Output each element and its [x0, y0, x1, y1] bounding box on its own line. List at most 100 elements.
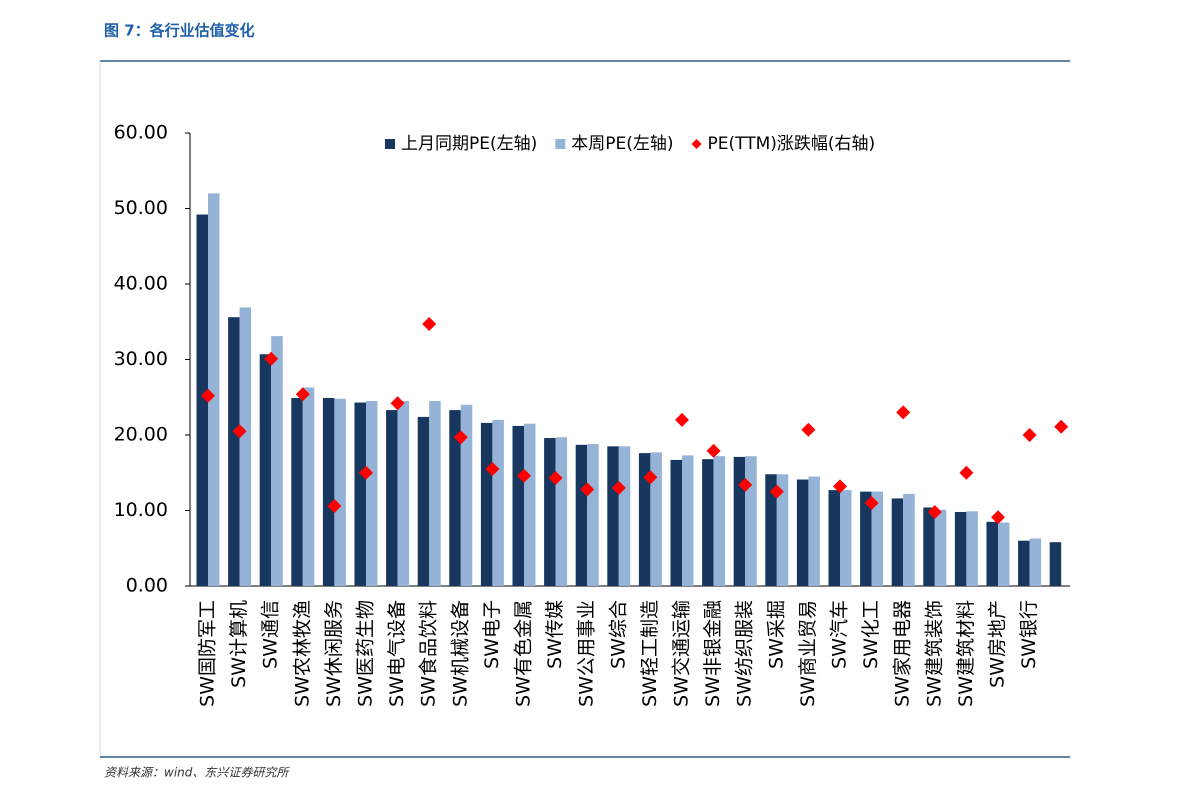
- x-tick-label: SW银行: [1018, 600, 1040, 669]
- bar: [670, 459, 682, 586]
- diamond-marker: [485, 461, 500, 476]
- bar: [449, 410, 461, 586]
- diamond-marker: [264, 351, 279, 366]
- bar: [733, 456, 746, 586]
- bar: [860, 491, 872, 586]
- plot: SW国防军工 SW计算机 SW通信 SW农林牧渔 SW休闲服务 SW医药生物 SW电气设备 S…: [190, 193, 1070, 707]
- bar: [271, 336, 283, 586]
- bar: [682, 455, 694, 586]
- diamond-marker: [801, 422, 816, 437]
- x-tick-label: SW计算机: [228, 600, 250, 688]
- bar: [954, 512, 967, 586]
- x-tick-label: SW交通运输: [671, 600, 693, 707]
- bar: [998, 522, 1010, 586]
- x-tick-label: SW采掘: [765, 600, 787, 669]
- bar: [776, 474, 789, 586]
- bar: [386, 410, 398, 586]
- bar: [828, 490, 840, 586]
- x-tick-label: SW汽车: [829, 600, 851, 669]
- diamond-marker: [769, 484, 784, 499]
- x-tick-label: SW食品饮料: [418, 600, 440, 707]
- x-tick-label: SW通信: [260, 600, 282, 669]
- bar: [302, 387, 315, 586]
- x-tick-label: SW非银金融: [702, 600, 724, 707]
- diamond-marker: [864, 495, 879, 510]
- diamond-marker: [643, 470, 658, 485]
- bar: [745, 456, 757, 586]
- x-tick-label: SW农林牧渔: [291, 600, 313, 707]
- bar: [871, 491, 884, 586]
- y-tick-label: 10.00: [114, 499, 168, 521]
- y-tick-label: 30.00: [114, 348, 168, 370]
- x-tick-label: SW建筑装饰: [923, 600, 945, 707]
- y-tick-label: 60.00: [114, 122, 168, 144]
- bar: [702, 459, 714, 586]
- diamond-marker: [896, 405, 911, 420]
- bar: [417, 416, 430, 586]
- bar: [796, 479, 809, 586]
- y-tick-label: 20.00: [114, 424, 168, 446]
- bar: [480, 422, 493, 586]
- bar: [208, 193, 220, 586]
- diamond-marker: [706, 443, 721, 458]
- bar: [840, 490, 852, 586]
- bar: [650, 452, 662, 586]
- x-tick-label: SW轻工制造: [639, 600, 661, 707]
- bar: [492, 419, 504, 586]
- diamond-marker: [580, 482, 595, 497]
- x-tick-label: SW商业贸易: [797, 600, 819, 707]
- x-tick-label: SW国防军工: [197, 600, 219, 707]
- x-tick-label: SW有色金属: [513, 600, 535, 707]
- bar: [587, 444, 599, 586]
- legend-label: 本周PE(左轴): [571, 134, 673, 154]
- diamond-marker: [675, 412, 689, 427]
- diamond-marker: [738, 477, 753, 492]
- legend-label: PE(TTM)涨跌幅(右轴): [708, 134, 876, 154]
- diamond-marker: [422, 317, 437, 332]
- x-tick-label: SW电子: [481, 600, 503, 669]
- bar: [934, 509, 947, 586]
- legend-swatch: [691, 139, 702, 149]
- bar: [891, 498, 904, 586]
- legend-label: 上月同期PE(左轴): [401, 134, 537, 154]
- x-tick-label: SW公用事业: [576, 600, 598, 707]
- bar: [765, 474, 777, 586]
- x-tick-label: SW休闲服务: [323, 600, 345, 707]
- x-tick-label: SW建筑材料: [955, 600, 977, 707]
- bar: [1029, 538, 1042, 586]
- diamond-marker: [959, 465, 974, 480]
- x-tick-label: SW综合: [607, 600, 629, 669]
- bar: [575, 444, 588, 586]
- figure-title: 图 7：各行业估值变化: [104, 22, 255, 40]
- y-tick-label: 50.00: [114, 197, 168, 219]
- x-tick-label: SW化工: [860, 600, 882, 669]
- x-tick-label: SW传媒: [544, 600, 566, 669]
- diamond-marker: [991, 510, 1005, 525]
- bar: [966, 511, 978, 586]
- diamond-marker: [453, 430, 468, 445]
- diamond-marker: [548, 471, 563, 486]
- bar: [1049, 542, 1062, 586]
- x-tick-label: SW医药生物: [355, 600, 377, 707]
- x-tick-label: SW房地产: [987, 600, 1009, 688]
- diamond-marker: [1022, 428, 1037, 442]
- diamond-marker: [1054, 419, 1069, 434]
- diamond-marker: [833, 479, 847, 494]
- source-note: 资料来源：wind、东兴证券研究所: [104, 766, 290, 780]
- diamond-marker: [295, 387, 310, 402]
- legend-swatch: [385, 139, 395, 149]
- bar: [291, 398, 303, 586]
- diamond-marker: [517, 468, 531, 483]
- diamond-marker: [359, 465, 373, 480]
- bar: [228, 317, 240, 586]
- bar: [460, 404, 473, 586]
- bar: [1018, 540, 1030, 586]
- bar: [196, 214, 208, 587]
- bar: [903, 493, 915, 586]
- bar: [429, 401, 441, 586]
- bar: [334, 398, 346, 586]
- diamond-marker: [232, 424, 247, 439]
- bar: [259, 354, 272, 586]
- bar: [713, 456, 726, 586]
- bar: [607, 446, 619, 586]
